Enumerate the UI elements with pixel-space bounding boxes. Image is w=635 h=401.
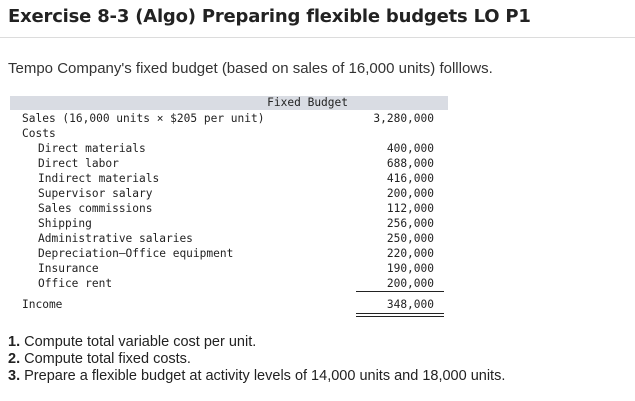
cost-label: Supervisor salary — [38, 187, 153, 200]
cost-row: Indirect materials 416,000 — [10, 171, 448, 186]
cost-label: Depreciation—Office equipment — [38, 247, 234, 260]
cost-row: Insurance 190,000 — [10, 261, 448, 276]
cost-row: Administrative salaries 250,000 — [10, 231, 448, 246]
cost-label: Insurance — [38, 262, 99, 275]
income-label: Income — [22, 298, 63, 311]
cost-value: 256,000 — [386, 217, 434, 230]
question-text: Prepare a flexible budget at activity le… — [24, 368, 506, 384]
cost-row: Direct materials 400,000 — [10, 141, 448, 156]
income-value: 348,000 — [386, 298, 434, 311]
income-double-underline — [356, 313, 444, 317]
cost-row: Supervisor salary 200,000 — [10, 186, 448, 201]
cost-label: Direct labor — [38, 157, 119, 170]
sales-row: Sales (16,000 units × $205 per unit) 3,2… — [10, 111, 448, 126]
cost-label: Direct materials — [38, 142, 146, 155]
cost-value: 200,000 — [386, 277, 434, 290]
question-item: 3. Prepare a flexible budget at activity… — [8, 368, 505, 385]
budget-header-bar — [10, 96, 448, 110]
costs-label: Costs — [22, 127, 56, 140]
question-number: 3. — [8, 368, 21, 384]
costs-row: Costs — [10, 126, 448, 141]
cost-row: Direct labor 688,000 — [10, 156, 448, 171]
cost-label: Sales commissions — [38, 202, 153, 215]
question-item: 1. Compute total variable cost per unit. — [8, 334, 505, 351]
cost-label: Administrative salaries — [38, 232, 193, 245]
costs-total-underline — [356, 291, 444, 292]
cost-row: Sales commissions 112,000 — [10, 201, 448, 216]
cost-label: Indirect materials — [38, 172, 160, 185]
intro-text: Tempo Company's fixed budget (based on s… — [8, 60, 493, 77]
questions-list: 1. Compute total variable cost per unit.… — [8, 334, 505, 385]
income-row: Income 348,000 — [10, 297, 448, 312]
question-item: 2. Compute total fixed costs. — [8, 351, 505, 368]
cost-label: Shipping — [38, 217, 92, 230]
cost-value: 200,000 — [386, 187, 434, 200]
exercise-title: Exercise 8-3 (Algo) Preparing flexible b… — [8, 6, 531, 27]
sales-label: Sales (16,000 units × $205 per unit) — [22, 112, 265, 125]
question-number: 2. — [8, 351, 21, 367]
cost-row: Depreciation—Office equipment 220,000 — [10, 246, 448, 261]
question-number: 1. — [8, 334, 21, 350]
question-text: Compute total variable cost per unit. — [24, 334, 257, 350]
sales-value: 3,280,000 — [373, 112, 434, 125]
cost-value: 220,000 — [386, 247, 434, 260]
budget-header: Fixed Budget — [267, 96, 348, 109]
title-divider — [0, 37, 635, 38]
question-text: Compute total fixed costs. — [24, 351, 191, 367]
cost-label: Office rent — [38, 277, 113, 290]
cost-value: 688,000 — [386, 157, 434, 170]
cost-row: Office rent 200,000 — [10, 276, 448, 291]
cost-value: 250,000 — [386, 232, 434, 245]
cost-value: 112,000 — [386, 202, 434, 215]
cost-value: 190,000 — [386, 262, 434, 275]
cost-row: Shipping 256,000 — [10, 216, 448, 231]
cost-value: 416,000 — [386, 172, 434, 185]
cost-value: 400,000 — [386, 142, 434, 155]
